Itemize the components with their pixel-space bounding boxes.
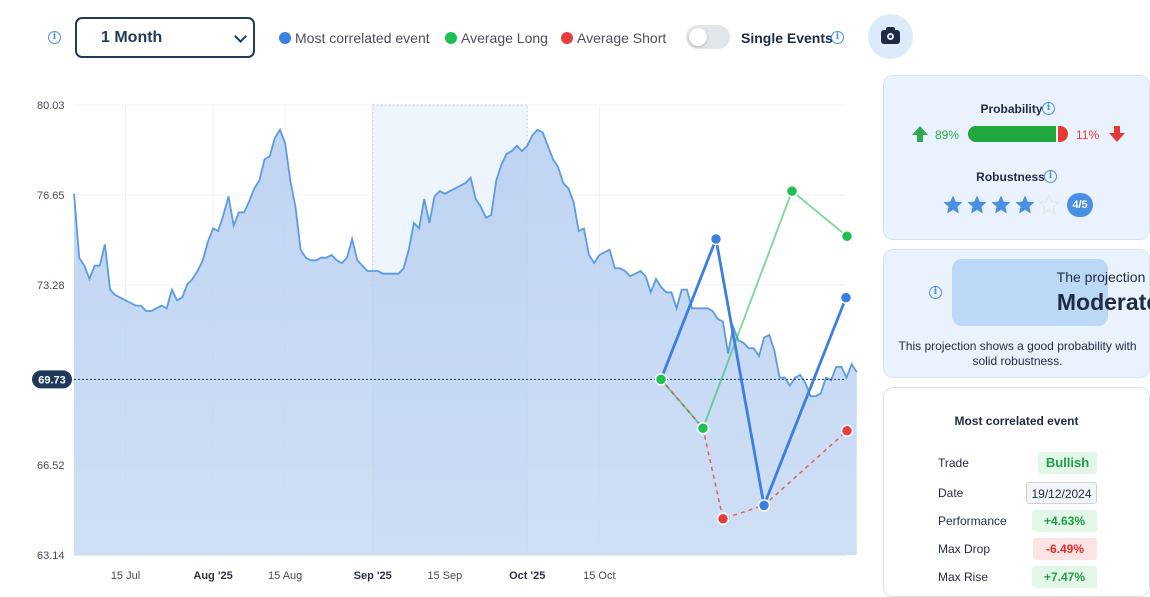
single-events-toggle[interactable] <box>686 25 730 49</box>
probability-card: Probability i 89% 11% Robustness i 4/5 <box>883 75 1150 240</box>
legend-label: Average Short <box>577 30 667 46</box>
star-filled-icon <box>967 195 987 214</box>
probability-title: Probability <box>980 102 1043 116</box>
info-icon[interactable]: i <box>1042 102 1055 115</box>
info-icon[interactable]: i <box>831 31 844 44</box>
stat-row-max-rise: Max Rise +7.47% <box>884 566 1149 588</box>
average-short-point[interactable] <box>840 424 854 438</box>
history-price-line <box>73 127 858 398</box>
star-filled-icon <box>991 195 1011 214</box>
legend-dot-icon <box>561 32 573 44</box>
average-long-point[interactable] <box>654 373 668 386</box>
star-empty-icon <box>1038 194 1060 215</box>
average-long-point[interactable] <box>840 230 854 243</box>
single-events-label: Single Events <box>741 30 833 46</box>
x-tick-label: 15 Sep <box>427 570 462 582</box>
star-filled-icon <box>1015 195 1035 214</box>
stat-row-max-drop: Max Drop -6.49% <box>884 538 1149 560</box>
x-tick-label: 15 Oct <box>583 570 615 582</box>
probability-row: 89% 11% <box>884 126 1149 144</box>
x-tick-label: Oct '25 <box>509 570 545 582</box>
history-price-area <box>74 129 857 556</box>
y-tick-label: 76.65 <box>37 190 65 202</box>
max-drop-value: -6.49% <box>1033 538 1097 560</box>
max-rise-value: +7.47% <box>1032 566 1097 588</box>
stat-row-performance: Performance +4.63% <box>884 510 1149 532</box>
robustness-title: Robustness <box>976 170 1045 184</box>
probability-bar <box>968 126 1068 142</box>
info-icon[interactable]: i <box>48 31 61 44</box>
x-tick-label: 15 Jul <box>111 570 140 582</box>
projection-card: i The projection is Moderate This projec… <box>883 249 1150 378</box>
y-tick-label: 66.52 <box>37 460 65 472</box>
y-tick-label: 63.14 <box>37 550 65 562</box>
legend-dot-icon <box>445 32 457 44</box>
projection-prefix: The projection is <box>1056 269 1150 285</box>
camera-icon <box>886 27 895 32</box>
x-tick-label: Sep '25 <box>354 570 392 582</box>
chart-toolbar: i 1 Month Most correlated event Average … <box>0 0 930 75</box>
arrow-down-icon <box>1109 126 1125 142</box>
long-probability: 89% <box>935 128 960 142</box>
projection-badge: The projection is Moderate <box>952 259 1150 326</box>
current-value-label: 69.73 <box>38 374 66 386</box>
average-long-point[interactable] <box>785 184 799 198</box>
chevron-down-icon <box>234 30 247 43</box>
average-long-point[interactable] <box>696 421 710 435</box>
probability-bar-long <box>968 126 1057 142</box>
toggle-knob <box>689 28 707 46</box>
date-value: 19/12/2024 <box>1026 482 1097 504</box>
stat-row-trade: Trade Bullish <box>884 452 1149 474</box>
legend-dot-icon <box>279 32 291 44</box>
period-select-value: 1 Month <box>101 29 163 46</box>
y-tick-label: 80.03 <box>37 100 65 112</box>
projection-value: Moderate <box>1056 289 1150 315</box>
most-correlated-point[interactable] <box>839 291 853 304</box>
short-probability: 11% <box>1076 128 1100 142</box>
x-tick-label: 15 Aug <box>268 570 302 582</box>
info-icon[interactable]: i <box>1044 170 1057 183</box>
most-correlated-line <box>659 237 848 507</box>
legend-label: Average Long <box>461 30 548 46</box>
current-value-badge <box>32 370 72 389</box>
average-short-point[interactable] <box>716 512 730 526</box>
average-short-line <box>660 378 848 520</box>
chart-svg: 80.03 76.65 73.28 66.52 63.14 15 Jul Aug '25 15… <box>32 100 858 582</box>
period-select[interactable]: 1 Month <box>75 17 255 58</box>
trade-value: Bullish <box>1038 452 1097 474</box>
performance-value: +4.63% <box>1032 510 1097 532</box>
correlated-event-title: Most correlated event <box>954 414 1079 428</box>
most-correlated-point[interactable] <box>709 232 723 246</box>
star-filled-icon <box>943 195 963 214</box>
most-correlated-point[interactable] <box>757 499 771 512</box>
legend-label: Most correlated event <box>295 30 430 46</box>
robustness-badge: 4/5 <box>1067 193 1093 217</box>
arrow-up-icon <box>912 126 928 142</box>
x-tick-label: Aug '25 <box>193 570 232 582</box>
correlated-event-card: Most correlated event Trade Bullish Date… <box>883 387 1150 597</box>
y-tick-label: 73.28 <box>37 280 65 292</box>
stat-row-date: Date 19/12/2024 <box>884 482 1149 504</box>
info-icon[interactable]: i <box>929 286 942 299</box>
price-projection-chart[interactable]: 80.03 76.65 73.28 66.52 63.14 15 Jul Aug '25 15… <box>0 90 870 597</box>
screenshot-button[interactable] <box>868 14 913 59</box>
projection-description: This projection shows a good probability… <box>898 339 1137 368</box>
